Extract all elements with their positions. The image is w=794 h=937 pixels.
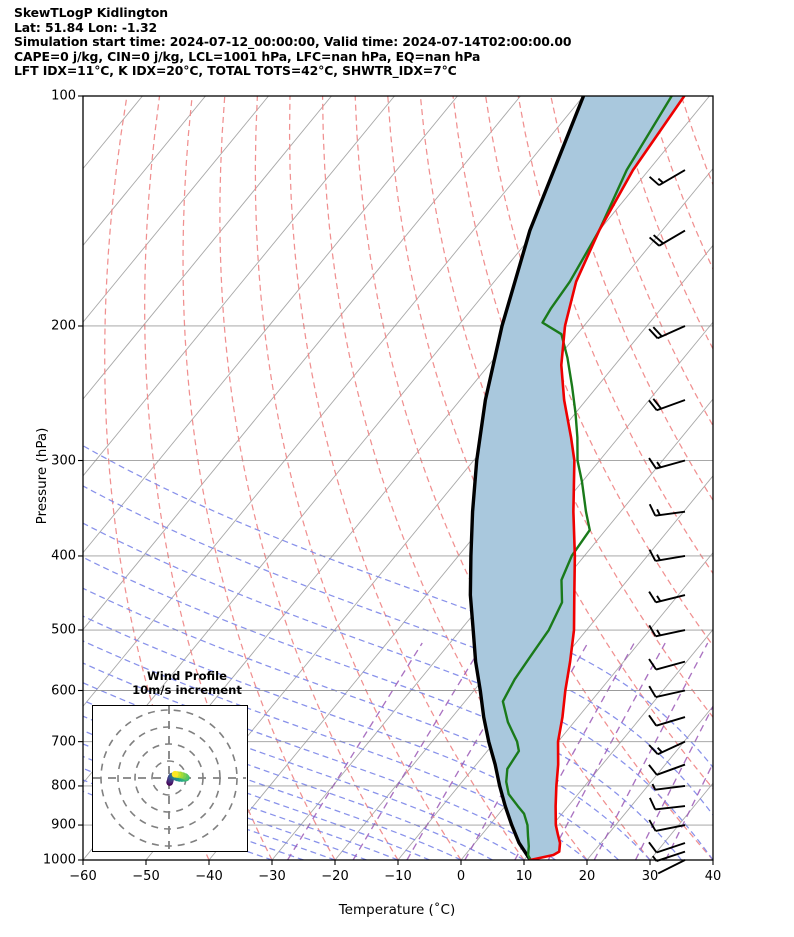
x-tick-label: −50 [132, 869, 160, 884]
parcel-path-curve [468, 96, 586, 860]
plot-border [82, 95, 714, 861]
x-tick-label: −40 [195, 869, 223, 884]
dewpoint-curve [501, 96, 673, 860]
title-coordinates: Lat: 51.84 Lon: -1.32 [14, 19, 158, 35]
x-tick-label: −60 [69, 869, 97, 884]
title-cape-indices: CAPE=0 j/kg, CIN=0 j/kg, LCL=1001 hPa, L… [14, 48, 481, 64]
x-tick-label: −30 [258, 869, 286, 884]
x-axis-label: Temperature (˚C) [338, 902, 456, 918]
hodograph-inset [92, 705, 248, 852]
title-station: SkewTLogP Kidlington [14, 5, 168, 20]
y-tick-label: 700 [51, 734, 76, 750]
title-stability-indices: LFT IDX=11°C, K IDX=20°C, TOTAL TOTS=42°… [14, 63, 457, 79]
temperature-curve [529, 96, 686, 860]
hodograph-title: Wind Profile 10m/s increment [112, 669, 262, 697]
cape-shading [470, 96, 685, 860]
x-tick-label: 10 [515, 869, 533, 884]
hodograph-wind-trace [166, 770, 190, 786]
x-tick-label: 40 [704, 869, 722, 884]
y-axis-label: Pressure (hPa) [34, 427, 50, 525]
y-tick-label: 800 [51, 778, 76, 794]
y-tick-label: 900 [51, 817, 76, 833]
y-tick-label: 400 [51, 548, 76, 564]
x-tick-label: −10 [384, 869, 412, 884]
title-times: Simulation start time: 2024-07-12_00:00:… [14, 34, 572, 50]
x-tick-label: 30 [641, 869, 659, 884]
x-tick-label: −20 [321, 869, 349, 884]
x-tick-label: 0 [456, 869, 466, 884]
y-tick-label: 1000 [42, 852, 76, 868]
axis-ticks [78, 95, 714, 865]
hodograph-title-line1: Wind Profile [147, 669, 227, 683]
y-tick-label: 100 [51, 88, 76, 104]
title-block: SkewTLogP Kidlington Lat: 51.84 Lon: -1.… [14, 5, 714, 79]
hodograph-plot [93, 706, 246, 850]
y-tick-label: 300 [51, 453, 76, 469]
y-tick-label: 600 [51, 683, 76, 698]
wind-barbs [648, 169, 686, 875]
hodograph-title-line2: 10m/s increment [132, 683, 242, 697]
x-tick-label: 20 [578, 869, 596, 884]
y-tick-label: 500 [51, 622, 76, 638]
y-tick-label: 200 [51, 318, 76, 334]
